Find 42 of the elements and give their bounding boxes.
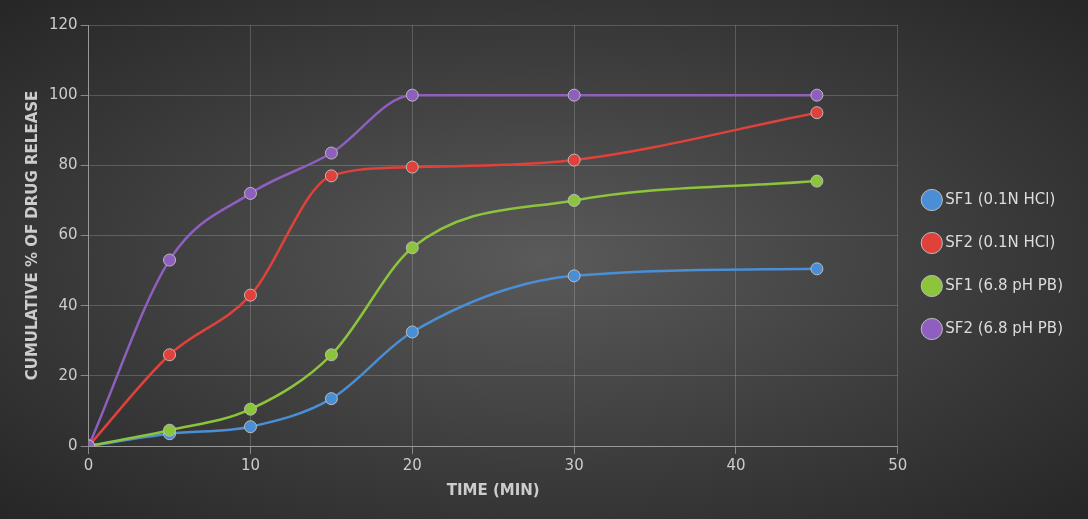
y-axis-title: CUMULATIVE % OF DRUG RELEASE	[22, 90, 41, 381]
point	[163, 253, 177, 267]
x-tick-label: 50	[888, 455, 908, 474]
y-tick-label: 100	[48, 85, 78, 104]
point	[405, 241, 419, 255]
x-tick-label: 0	[83, 455, 94, 474]
point	[567, 193, 581, 207]
point	[243, 288, 257, 302]
point	[163, 348, 177, 362]
y-tick-label: 20	[58, 365, 78, 384]
y-tick-label: 80	[58, 155, 78, 174]
y-tick-label: 0	[68, 435, 78, 454]
point	[243, 420, 257, 434]
x-tick-label: 40	[726, 455, 746, 474]
legend-label: SF2 (0.1N HCl)	[945, 232, 1056, 251]
point	[324, 348, 338, 362]
point	[324, 169, 338, 183]
point	[405, 325, 419, 339]
point	[567, 153, 581, 167]
legend-label: SF1 (6.8 pH PB)	[945, 275, 1064, 294]
y-tick-label: 60	[58, 225, 78, 244]
legend-label: SF1 (0.1N HCl)	[945, 189, 1056, 208]
x-tick-label: 20	[402, 455, 422, 474]
point	[243, 402, 257, 416]
x-axis-title: TIME (MIN)	[446, 480, 540, 499]
point	[405, 88, 419, 102]
x-tick-label: 10	[240, 455, 261, 474]
point	[810, 174, 824, 188]
point	[810, 88, 824, 102]
point	[810, 106, 824, 120]
point	[567, 88, 581, 102]
y-tick-label: 40	[58, 295, 78, 314]
point	[810, 262, 824, 276]
point	[163, 423, 177, 437]
legend-label: SF2 (6.8 pH PB)	[945, 318, 1064, 337]
point	[324, 392, 338, 406]
point	[567, 269, 581, 283]
y-tick-label: 120	[48, 14, 78, 33]
point	[324, 146, 338, 160]
point	[243, 186, 257, 200]
point	[405, 160, 419, 174]
x-tick-label: 30	[564, 455, 584, 474]
